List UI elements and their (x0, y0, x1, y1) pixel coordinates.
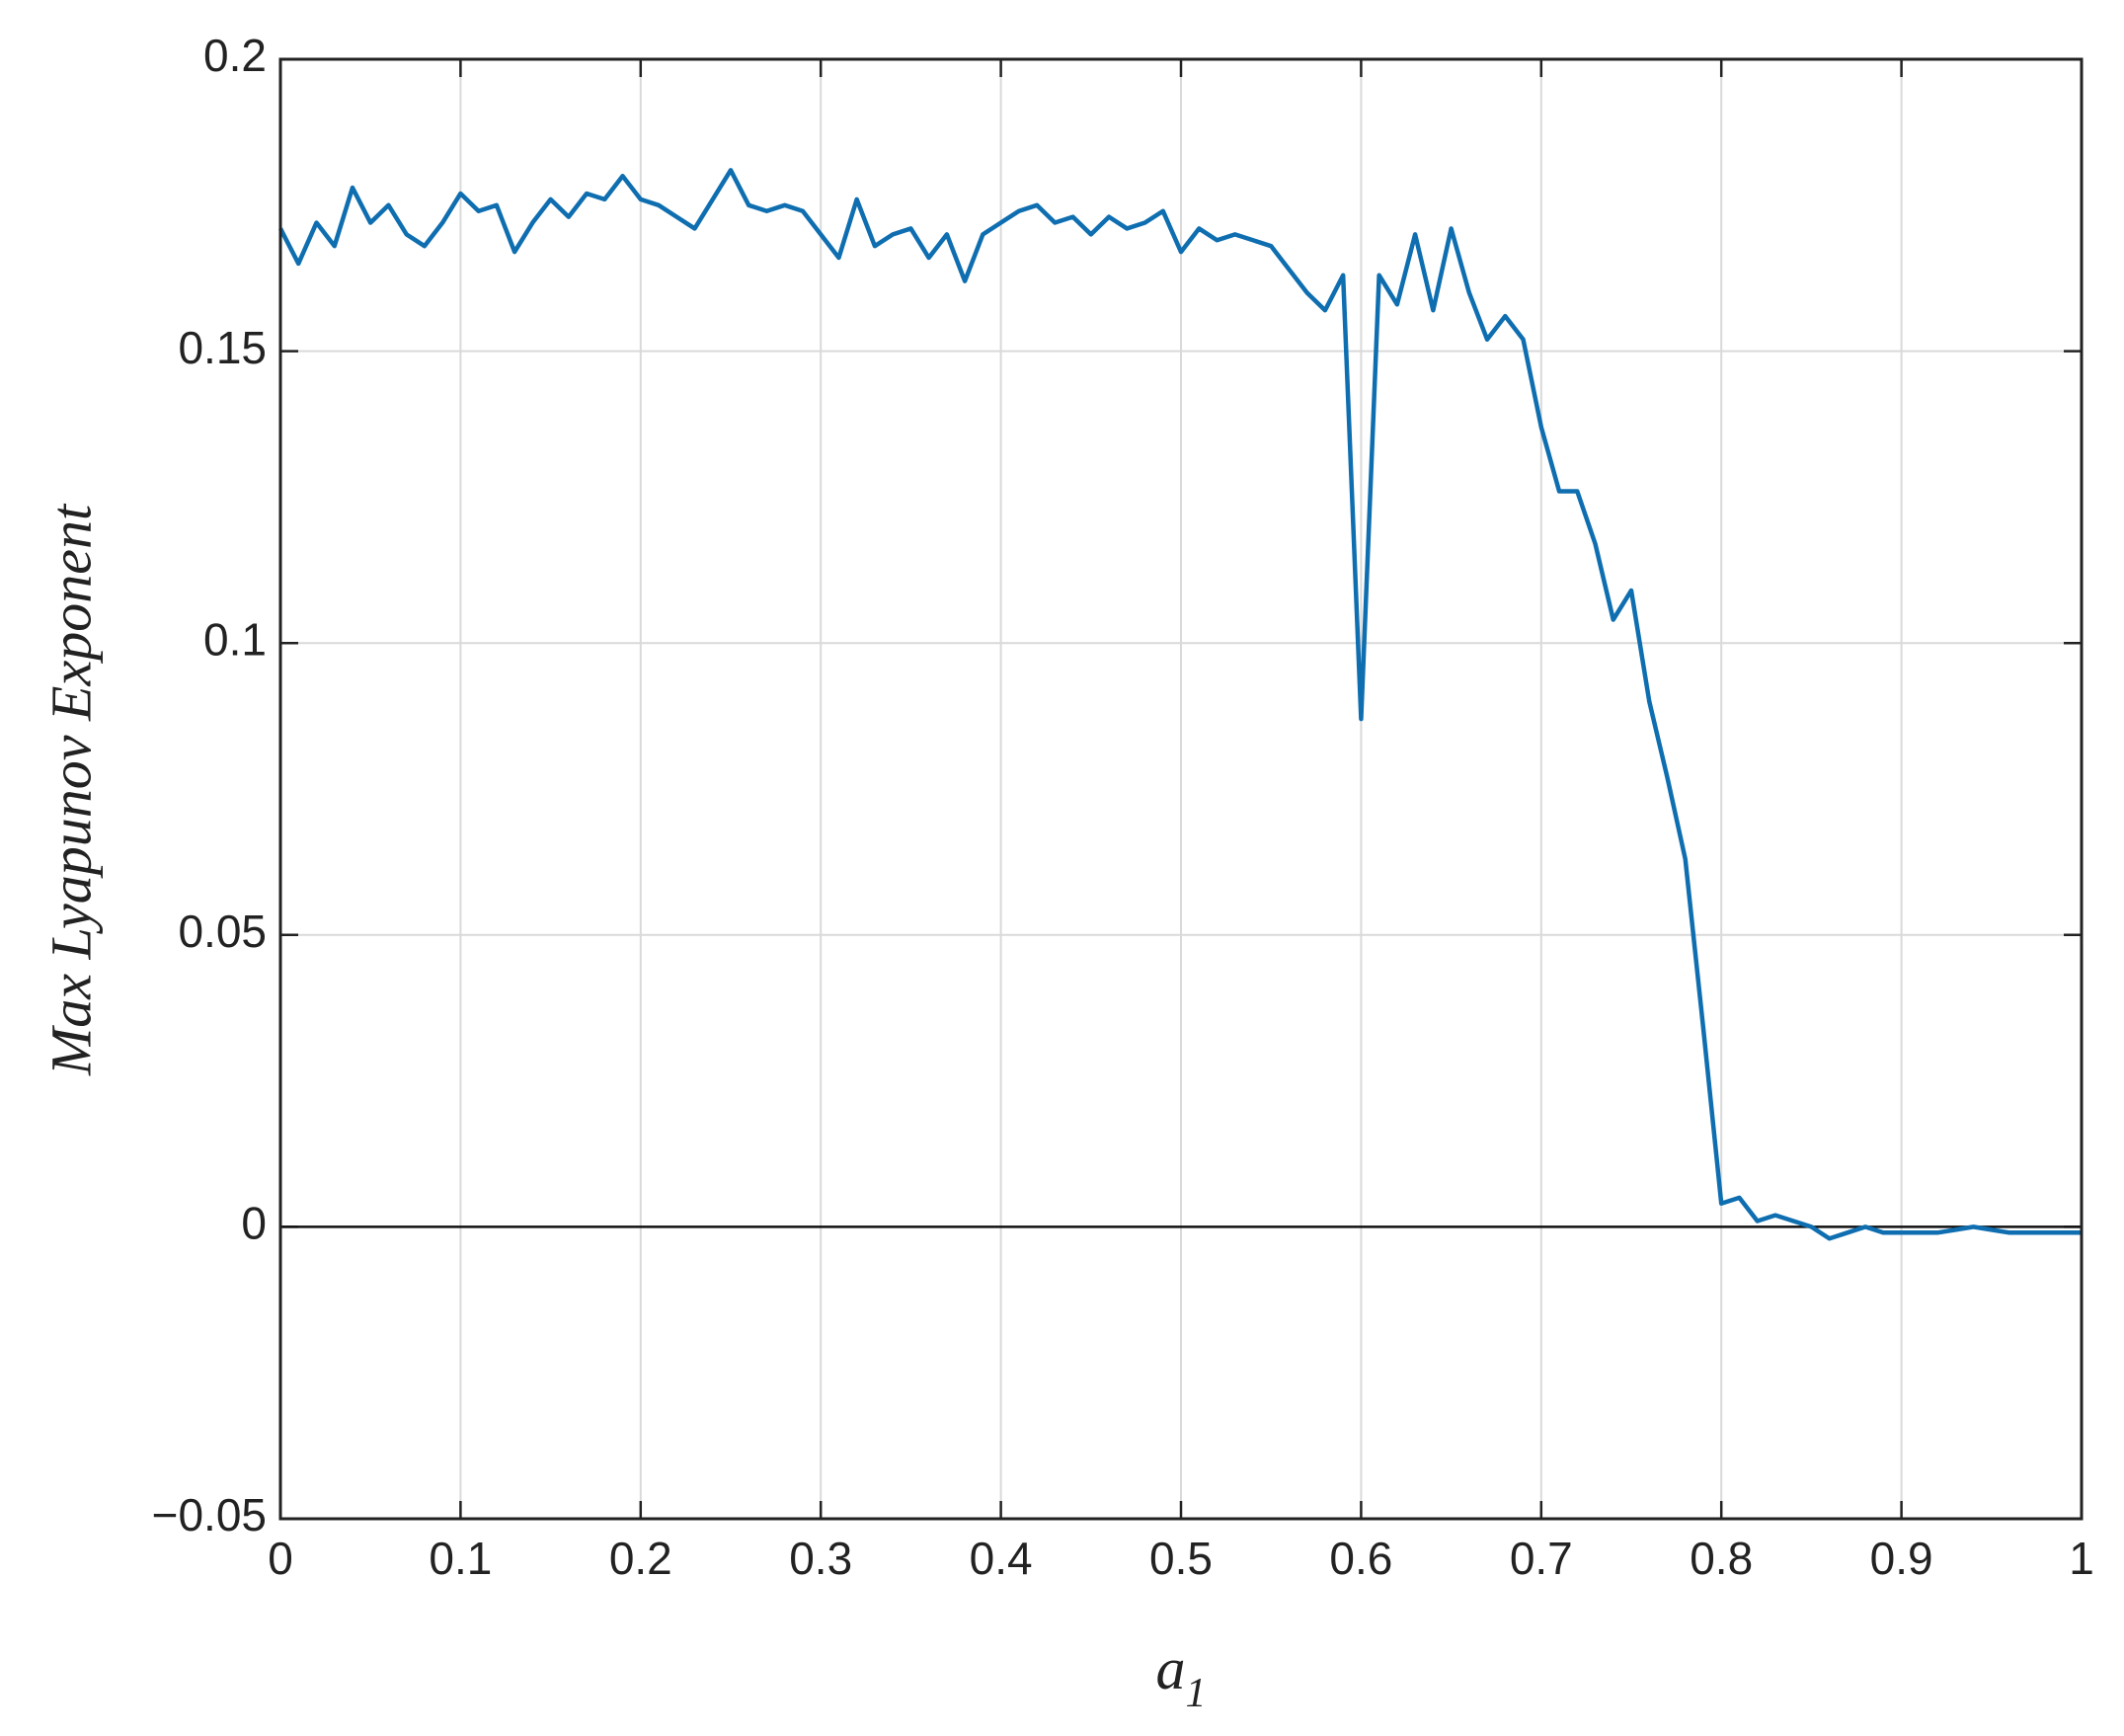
y-tick-label: −0.05 (152, 1489, 267, 1540)
x-tick-label: 0.1 (429, 1533, 492, 1584)
x-tick-label: 0.3 (789, 1533, 852, 1584)
x-axis-label: a1 (1156, 1636, 1207, 1716)
y-tick-label: 0.1 (203, 613, 267, 665)
plot-frame (278, 57, 2084, 1521)
x-tick-label: 0.8 (1690, 1533, 1753, 1584)
x-label-base: a (1156, 1636, 1186, 1701)
y-tick-label: 0.15 (178, 322, 267, 373)
x-tick-label: 0.4 (970, 1533, 1033, 1584)
data-line (277, 168, 2082, 1241)
x-tick-label: 0 (268, 1533, 293, 1584)
x-tick-label: 1 (2069, 1533, 2094, 1584)
x-tick-label: 0.9 (1870, 1533, 1933, 1584)
x-tick-label: 0.6 (1329, 1533, 1392, 1584)
y-axis-label: Max Lyapunov Exponent (39, 503, 103, 1076)
y-tick-label: 0.2 (203, 30, 267, 81)
y-tick-label: 0.05 (178, 906, 267, 957)
x-tick-label: 0.5 (1149, 1533, 1213, 1584)
y-tick-label: 0 (241, 1198, 267, 1249)
x-label-sub: 1 (1186, 1671, 1207, 1716)
x-tick-label: 0.2 (609, 1533, 672, 1584)
x-tick-label: 0.7 (1510, 1533, 1573, 1584)
